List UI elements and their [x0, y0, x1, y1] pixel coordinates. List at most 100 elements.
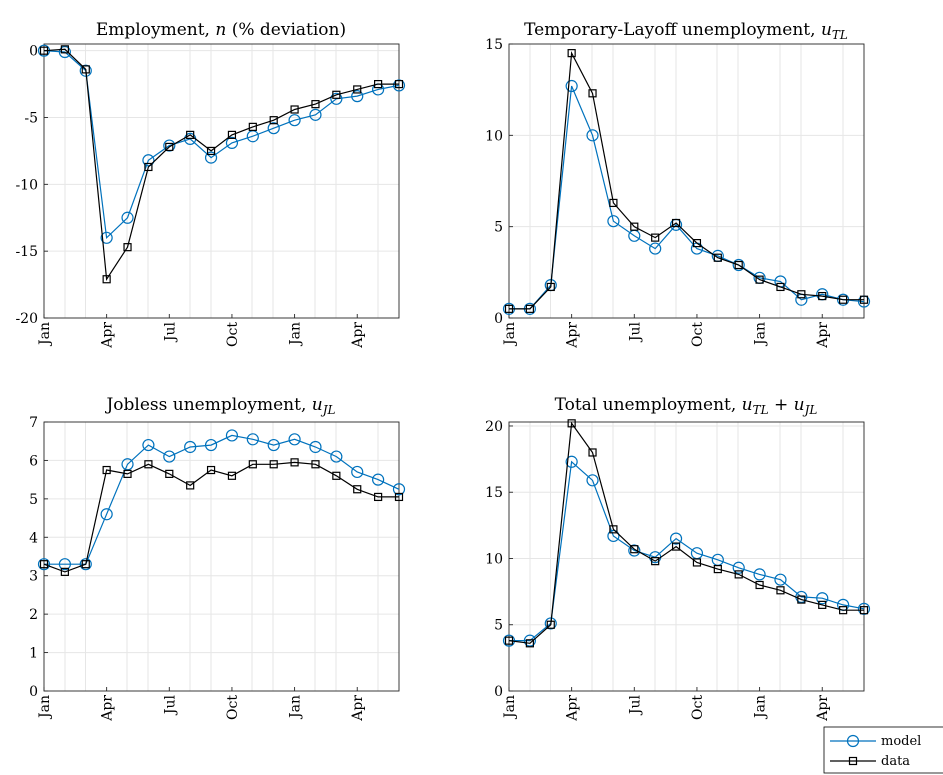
y-tick-label: 1	[29, 646, 38, 662]
data-point	[776, 586, 785, 595]
y-tick-label: -15	[15, 244, 38, 260]
model-point	[225, 429, 239, 442]
model-point	[649, 242, 662, 255]
data-point	[39, 560, 49, 569]
data-point	[269, 460, 278, 469]
data-point	[671, 218, 681, 228]
y-tick-label: 4	[29, 530, 38, 546]
model-point	[163, 139, 176, 152]
data-point	[81, 560, 90, 569]
data-point	[504, 304, 514, 313]
data-point	[311, 100, 320, 109]
model-point	[100, 508, 113, 521]
x-tick-label: Jul	[627, 694, 643, 716]
x-tick-label: Apr	[565, 695, 581, 722]
data-point	[651, 233, 660, 242]
data-point	[630, 545, 639, 554]
model-point	[392, 483, 406, 496]
y-tick-label: 10	[485, 551, 503, 567]
model-point	[184, 440, 197, 454]
y-tick-label: 2	[29, 607, 38, 623]
model-point	[330, 92, 343, 105]
model-point	[732, 561, 745, 574]
data-point	[609, 525, 618, 534]
data-point	[123, 469, 132, 478]
panel-title: Total unemployment, uTL + uJL	[555, 395, 818, 417]
data-point	[227, 130, 237, 139]
data-point	[504, 636, 514, 645]
x-tick-label: Jan	[37, 695, 53, 720]
model-point	[204, 151, 218, 164]
plot-background	[44, 422, 399, 691]
data-point	[755, 275, 764, 284]
y-tick-label: 6	[29, 453, 38, 469]
data-point	[567, 419, 576, 428]
data-point	[290, 105, 299, 114]
data-point	[394, 79, 404, 89]
x-tick-label: Oct	[225, 695, 241, 720]
model-point	[288, 114, 301, 127]
y-tick-label: 3	[29, 569, 38, 585]
plot-background	[509, 422, 864, 691]
data-point	[332, 90, 341, 99]
x-tick-label: Apr	[350, 322, 366, 349]
data-point	[755, 580, 764, 590]
y-tick-label: 0	[494, 684, 503, 700]
x-tick-label: Apr	[100, 322, 116, 349]
data-point	[546, 282, 555, 292]
model-point	[544, 617, 557, 630]
model-point	[121, 211, 134, 224]
model-point	[58, 558, 71, 571]
data-point	[713, 253, 722, 262]
y-tick-label: 5	[494, 220, 503, 236]
data-point	[269, 116, 278, 125]
x-tick-label: Apr	[100, 695, 116, 722]
axes-box	[43, 421, 400, 692]
model-point	[330, 450, 343, 463]
data-point	[60, 45, 69, 54]
axes-box	[508, 421, 865, 692]
y-tick-label: 10	[485, 128, 503, 144]
data-point	[144, 162, 153, 172]
model-point	[288, 433, 301, 446]
panel-temporary-layoff: Temporary-Layoff unemployment, uTL	[524, 20, 848, 42]
y-tick-label: -5	[24, 111, 38, 127]
data-point	[797, 290, 806, 299]
model-point	[79, 64, 92, 77]
legend: model data	[823, 726, 943, 774]
data-point	[818, 600, 827, 609]
panel-title: Jobless unemployment, uJL	[104, 395, 335, 417]
model-point	[58, 45, 71, 59]
y-tick-label: 5	[494, 618, 503, 634]
data-point	[839, 606, 848, 615]
model-point	[392, 79, 406, 92]
data-point	[692, 558, 702, 567]
model-point	[857, 602, 871, 615]
data-point	[186, 130, 195, 139]
model-point	[121, 458, 134, 471]
data-point	[311, 460, 320, 469]
model-point	[100, 231, 113, 244]
model-point	[774, 573, 787, 586]
data-point	[797, 595, 806, 604]
model-point	[586, 129, 599, 142]
x-tick-label: Jan	[753, 695, 769, 720]
model-point	[523, 634, 536, 647]
data-point	[248, 460, 257, 469]
model-point	[607, 215, 620, 228]
data-point	[525, 304, 534, 313]
model-point	[669, 532, 683, 545]
data-point	[39, 46, 49, 55]
data-point	[102, 275, 111, 284]
data-point	[713, 564, 722, 574]
panel-title: Employment, n (% deviation)	[96, 20, 346, 40]
y-tick-label: -10	[15, 177, 38, 193]
y-tick-label: 15	[485, 485, 503, 501]
x-tick-label: Apr	[350, 695, 366, 722]
data-point	[588, 89, 597, 98]
data-point	[248, 122, 257, 131]
